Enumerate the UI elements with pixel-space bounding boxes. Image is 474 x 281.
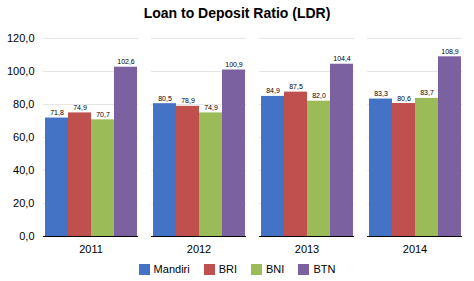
- svg-text:87,5: 87,5: [289, 83, 303, 90]
- svg-text:80,0: 80,0: [13, 98, 34, 110]
- svg-text:2011: 2011: [79, 243, 103, 255]
- svg-text:120,0: 120,0: [7, 32, 35, 44]
- html-text:Loan to Deposit Ratio (LDR): Loan to Deposit Ratio (LDR): [143, 5, 331, 21]
- svg-text:20,0: 20,0: [13, 197, 34, 209]
- svg-text:78,9: 78,9: [181, 97, 195, 104]
- svg-text:74,9: 74,9: [73, 104, 87, 111]
- svg-text:71,8: 71,8: [50, 109, 64, 116]
- svg-text:104,4: 104,4: [333, 55, 351, 62]
- svg-text:83,3: 83,3: [374, 90, 388, 97]
- svg-text:80,6: 80,6: [397, 95, 411, 102]
- svg-text:2014: 2014: [403, 243, 427, 255]
- svg-text:100,9: 100,9: [225, 61, 243, 68]
- svg-text:2012: 2012: [187, 243, 211, 255]
- html-text:BNI: BNI: [266, 262, 285, 275]
- svg-text:74,9: 74,9: [204, 104, 218, 111]
- svg-text:60,0: 60,0: [13, 131, 34, 143]
- html-text:BTN: BTN: [313, 262, 336, 275]
- svg-text:108,9: 108,9: [441, 48, 459, 55]
- svg-text:2013: 2013: [295, 243, 319, 255]
- svg-text:82,0: 82,0: [312, 92, 326, 99]
- html-text:Mandiri: Mandiri: [153, 262, 190, 275]
- svg-text:70,7: 70,7: [96, 111, 110, 118]
- svg-text:83,7: 83,7: [420, 89, 434, 96]
- svg-text:100,0: 100,0: [7, 65, 35, 77]
- svg-text:84,9: 84,9: [266, 87, 280, 94]
- html-text:BRI: BRI: [218, 262, 237, 275]
- svg-text:80,5: 80,5: [158, 95, 172, 102]
- svg-text:0,0: 0,0: [19, 230, 34, 242]
- svg-text:40,0: 40,0: [13, 164, 34, 176]
- svg-text:102,6: 102,6: [117, 58, 135, 65]
